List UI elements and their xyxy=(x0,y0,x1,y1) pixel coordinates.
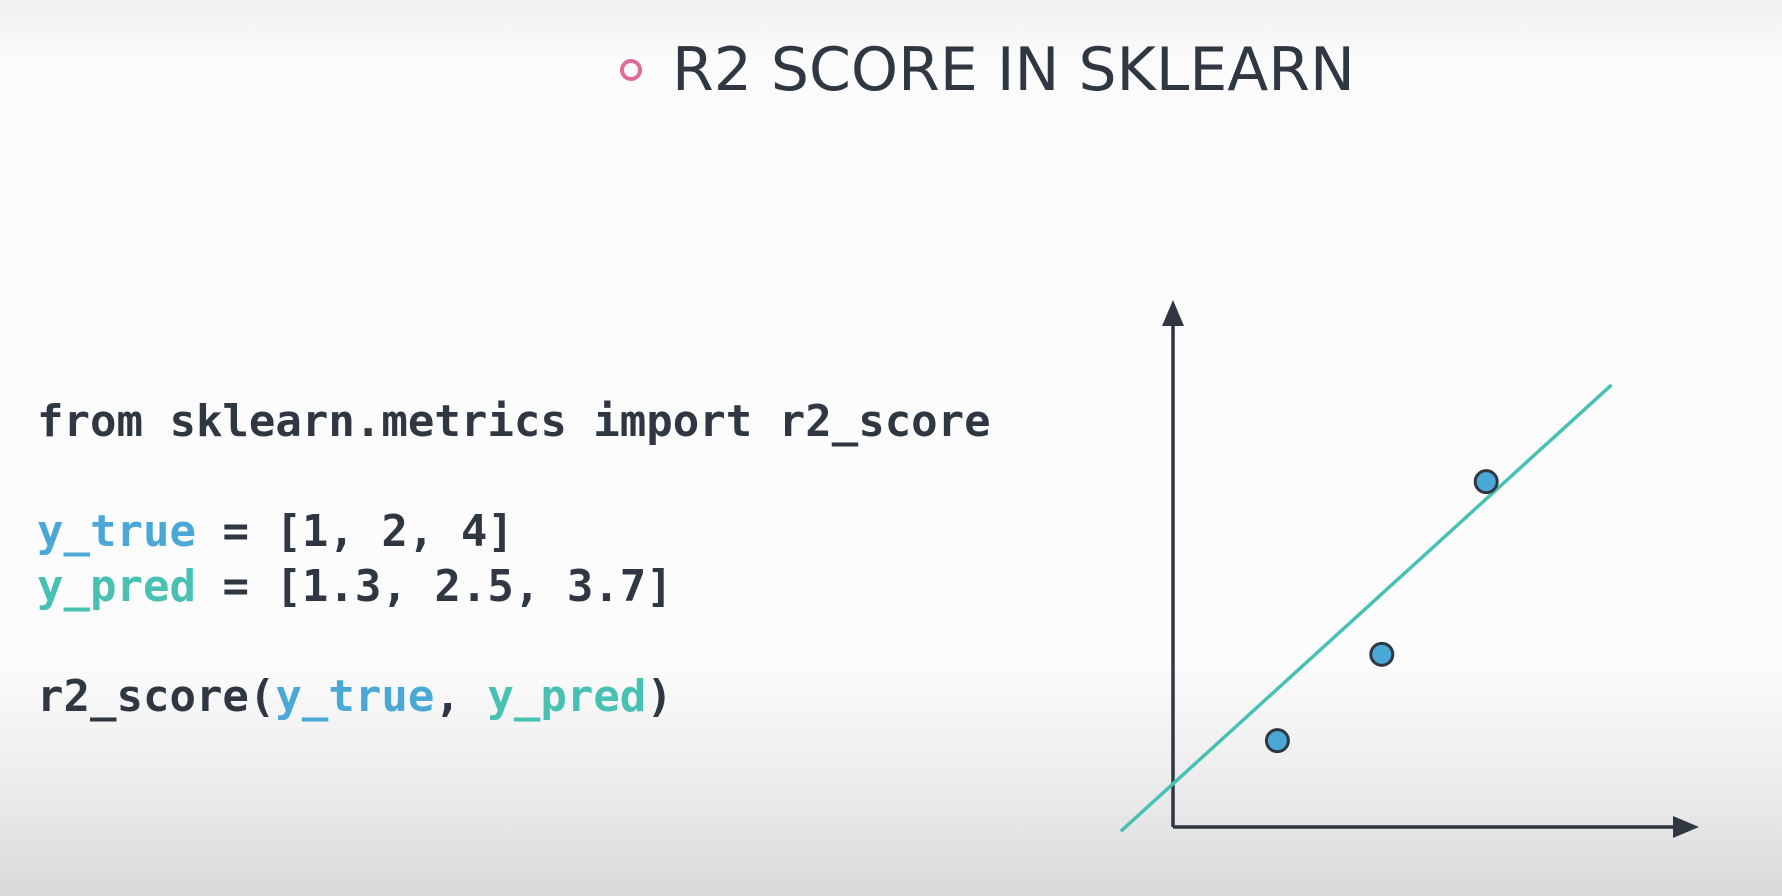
bullet-circle-icon xyxy=(620,59,642,81)
regression-line xyxy=(1119,383,1613,833)
code-blank-line xyxy=(37,614,991,669)
call-suffix: ) xyxy=(646,671,673,722)
data-points xyxy=(1264,469,1499,754)
var-y-true: y_true xyxy=(37,506,196,557)
code-y-true-line: y_true = [1, 2, 4] xyxy=(37,504,991,559)
y-pred-values: = [1.3, 2.5, 3.7] xyxy=(195,561,673,612)
code-block: from sklearn.metrics import r2_score y_t… xyxy=(37,394,991,724)
data-point xyxy=(1264,728,1290,754)
call-arg-y-true: y_true xyxy=(275,671,435,722)
data-point xyxy=(1473,469,1499,495)
x-axis-arrow-icon xyxy=(1673,816,1699,838)
scatter-chart xyxy=(1119,300,1699,838)
data-point xyxy=(1369,641,1395,667)
code-call-line: r2_score(y_true, y_pred) xyxy=(37,669,991,724)
title-text: R2 SCORE IN SKLEARN xyxy=(672,35,1355,105)
code-y-pred-line: y_pred = [1.3, 2.5, 3.7] xyxy=(37,559,991,614)
var-y-pred: y_pred xyxy=(37,561,196,612)
code-blank-line xyxy=(37,449,991,504)
call-separator: , xyxy=(434,671,488,722)
slide-title: R2 SCORE IN SKLEARN xyxy=(620,28,1355,112)
call-prefix: r2_score( xyxy=(37,671,276,722)
code-import-line: from sklearn.metrics import r2_score xyxy=(37,396,991,447)
y-axis-arrow-icon xyxy=(1162,300,1184,326)
y-true-values: = [1, 2, 4] xyxy=(195,506,514,557)
call-arg-y-pred: y_pred xyxy=(487,671,647,722)
